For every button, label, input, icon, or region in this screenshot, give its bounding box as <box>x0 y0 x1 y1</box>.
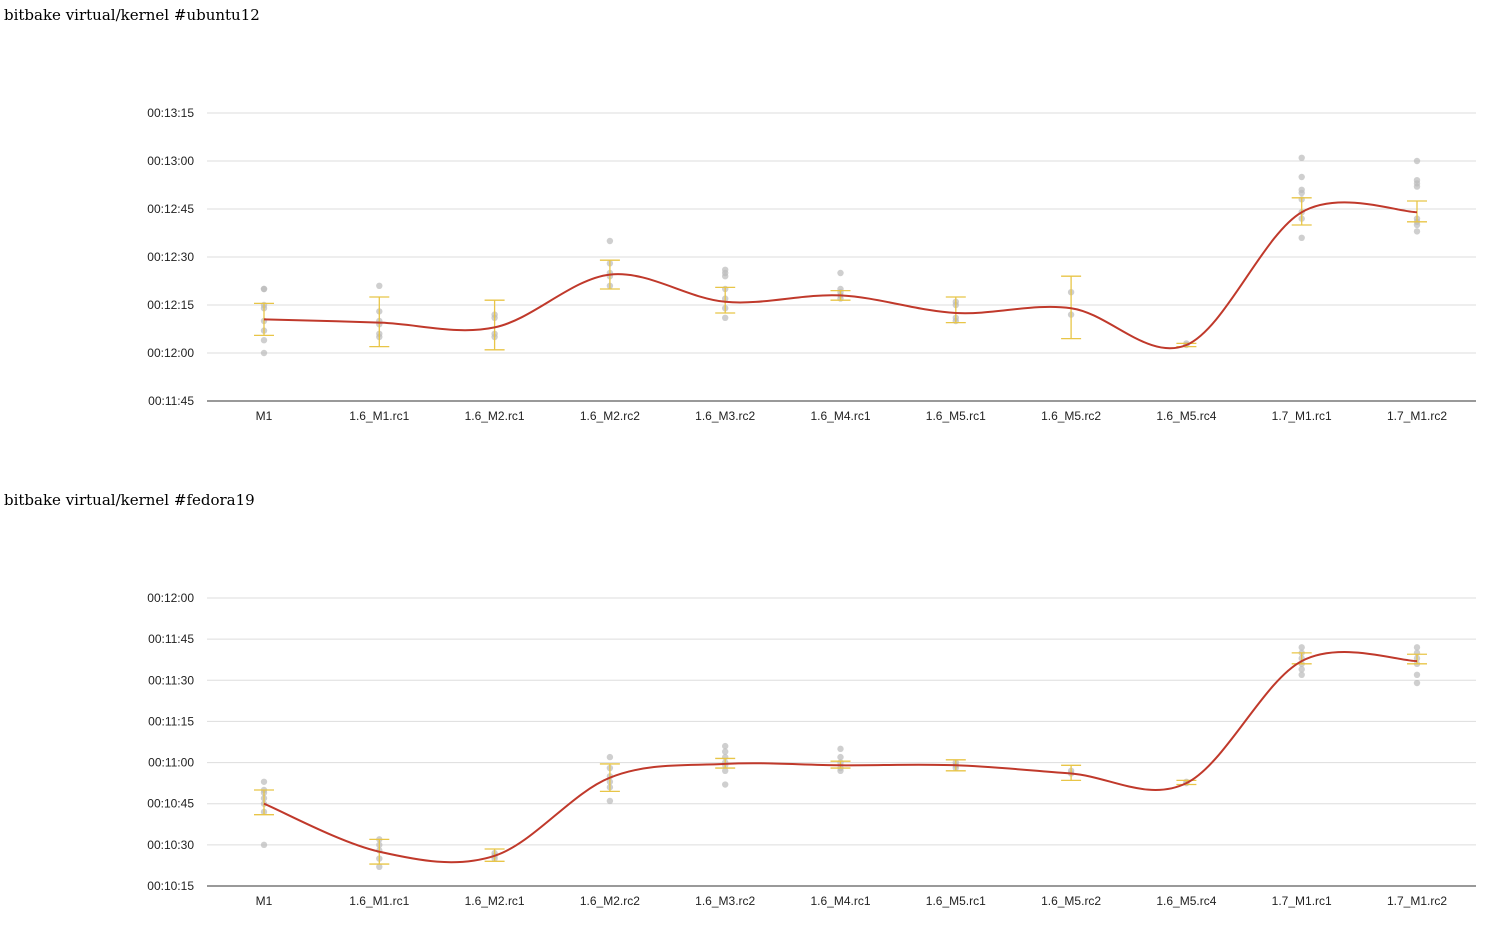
x-tick-label: 1.6_M5.rc2 <box>1041 409 1101 423</box>
y-tick-label: 00:10:30 <box>147 838 194 852</box>
y-tick-label: 00:13:00 <box>147 154 194 168</box>
x-tick-label: M1 <box>256 894 273 908</box>
x-tick-label: 1.6_M2.rc1 <box>465 894 525 908</box>
sample-point <box>837 753 844 761</box>
chart-fedora19: 00:10:15 00:10:30 00:10:45 00:11:00 00:11:15… <box>147 591 1476 908</box>
y-tick-label: 00:12:45 <box>147 202 194 216</box>
x-tick-label: 1.7_M1.rc2 <box>1387 409 1447 423</box>
error-bar <box>254 789 274 816</box>
sample-point <box>1413 679 1421 687</box>
sample-point <box>1413 221 1421 229</box>
y-tick-label: 00:13:15 <box>147 106 194 120</box>
y-tick-label: 00:12:30 <box>147 250 194 264</box>
y-tick-label: 00:12:00 <box>147 346 194 360</box>
sample-point <box>1413 183 1421 190</box>
x-tick-label: 1.7_M1.rc2 <box>1387 894 1447 908</box>
sample-point <box>260 841 268 849</box>
x-tick-label: 1.6_M1.rc1 <box>349 409 409 423</box>
y-tick-label: 00:10:15 <box>147 879 194 893</box>
x-tick-label: 1.6_M2.rc1 <box>465 409 525 423</box>
x-tick-label: 1.6_M5.rc4 <box>1156 894 1216 908</box>
y-tick-label: 00:10:45 <box>147 797 194 811</box>
error-bar <box>484 299 505 351</box>
sample-point <box>260 337 268 344</box>
x-tick-label: 1.7_M1.rc1 <box>1272 409 1332 423</box>
mean-line <box>263 201 1418 350</box>
y-tick-label: 00:11:00 <box>148 756 194 770</box>
x-tick-label: 1.6_M5.rc1 <box>926 894 986 908</box>
sample-point <box>260 349 268 357</box>
sample-point <box>1413 228 1421 235</box>
sample-point <box>376 863 383 870</box>
sample-point <box>1298 666 1305 673</box>
sample-point <box>1413 157 1421 165</box>
x-tick-label: 1.6_M4.rc1 <box>810 409 870 423</box>
sample-point <box>837 269 844 277</box>
sample-point <box>722 767 729 774</box>
sample-point <box>376 282 383 289</box>
sample-point <box>722 781 729 788</box>
sample-point <box>606 753 614 761</box>
sample-point <box>722 314 729 321</box>
x-tick-label: 1.6_M1.rc1 <box>349 894 409 908</box>
y-tick-label: 00:12:15 <box>147 298 194 312</box>
chart-title-ubuntu12: bitbake virtual/kernel #ubuntu12 <box>4 6 260 24</box>
sample-point <box>1298 671 1305 678</box>
y-tick-label: 00:12:00 <box>147 591 194 605</box>
sample-point <box>1413 644 1421 651</box>
sample-point <box>722 273 729 280</box>
y-tick-label: 00:11:45 <box>148 632 194 646</box>
sample-point <box>837 745 844 753</box>
x-tick-label: 1.6_M5.rc2 <box>1041 894 1101 908</box>
chart-ubuntu12: 00:11:45 00:12:00 00:12:15 00:12:30 00:12:45… <box>147 106 1476 423</box>
sample-point <box>722 748 729 755</box>
sample-point <box>1413 671 1421 678</box>
chart-title-fedora19: bitbake virtual/kernel #fedora19 <box>4 491 255 509</box>
sample-point <box>1298 644 1305 651</box>
sample-point <box>260 778 268 785</box>
x-tick-label: 1.7_M1.rc1 <box>1272 894 1332 908</box>
sample-point <box>260 285 268 293</box>
sample-point <box>1298 189 1305 197</box>
sample-point <box>1298 154 1305 161</box>
x-tick-label: 1.6_M3.rc2 <box>695 894 755 908</box>
x-tick-label: 1.6_M5.rc4 <box>1156 409 1216 423</box>
sample-point <box>1298 234 1305 241</box>
x-tick-label: 1.6_M5.rc1 <box>926 409 986 423</box>
sample-point <box>606 797 614 805</box>
y-tick-label: 00:11:45 <box>148 394 194 408</box>
error-bar <box>1407 653 1427 665</box>
x-tick-label: 1.6_M4.rc1 <box>810 894 870 908</box>
x-tick-label: 1.6_M2.rc2 <box>580 409 640 423</box>
sample-point <box>722 742 729 750</box>
error-bar <box>715 286 736 314</box>
sample-point <box>606 237 614 245</box>
x-tick-label: 1.6_M2.rc2 <box>580 894 640 908</box>
sample-point <box>837 767 844 774</box>
y-tick-label: 00:11:30 <box>148 673 194 687</box>
y-tick-label: 00:11:15 <box>148 714 194 728</box>
mean-line <box>263 651 1418 864</box>
sample-point <box>1298 173 1305 181</box>
error-bar <box>945 296 966 324</box>
x-tick-label: 1.6_M3.rc2 <box>695 409 755 423</box>
x-tick-label: M1 <box>256 409 273 423</box>
